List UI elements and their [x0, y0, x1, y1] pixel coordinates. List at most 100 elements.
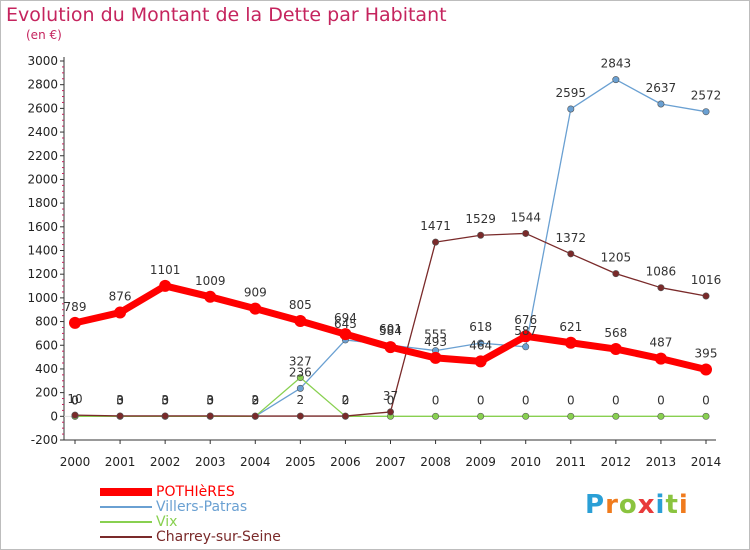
- y-tick-label: 800: [35, 315, 58, 329]
- data-point: [654, 352, 667, 365]
- y-tick-label: 2600: [27, 101, 58, 115]
- y-tick-label: 2200: [27, 149, 58, 163]
- x-tick-label: 2002: [150, 455, 181, 469]
- legend-label-villers-patras: Villers-Patras: [156, 498, 248, 515]
- x-tick-label: 2004: [240, 455, 271, 469]
- data-label: 789: [64, 300, 87, 314]
- data-label: 0: [432, 393, 440, 407]
- legend-label-pothieres: POTHIèRES: [156, 483, 235, 500]
- data-point: [657, 284, 665, 292]
- data-label: 587: [514, 324, 537, 338]
- y-tick-label: 1800: [27, 196, 58, 210]
- y-tick-label: 1000: [27, 291, 58, 305]
- y-tick-label: 400: [35, 362, 58, 376]
- legend-item-charrey-sur-seine[interactable]: Charrey-sur-Seine: [100, 529, 281, 545]
- data-label: 1544: [510, 210, 541, 224]
- data-point: [296, 384, 304, 392]
- data-label: 0: [702, 393, 710, 407]
- data-label: 1471: [420, 219, 451, 233]
- data-label: 2595: [556, 86, 587, 100]
- data-point: [161, 412, 169, 420]
- data-label: 0: [116, 393, 124, 407]
- data-label: 805: [289, 298, 312, 312]
- data-point: [477, 231, 485, 239]
- data-label: 909: [244, 286, 267, 300]
- data-label: 0: [657, 393, 665, 407]
- data-label: 568: [604, 326, 627, 340]
- logo-letter: r: [605, 490, 619, 520]
- y-tick-label: 3000: [27, 54, 58, 68]
- legend: POTHIèRES Villers-Patras Vix Charrey-sur…: [100, 483, 281, 545]
- data-point: [341, 412, 349, 420]
- x-tick-label: 2007: [375, 455, 406, 469]
- y-tick-label: -200: [31, 433, 58, 447]
- data-label: 676: [514, 313, 537, 327]
- logo-letter: i: [678, 490, 689, 520]
- legend-swatch-charrey-sur-seine: [100, 535, 152, 538]
- y-tick-label: 2800: [27, 78, 58, 92]
- y-tick-label: 1600: [27, 220, 58, 234]
- data-point: [251, 412, 259, 420]
- data-point: [702, 292, 710, 300]
- data-label: 2: [251, 393, 259, 407]
- data-label: 555: [424, 328, 447, 342]
- data-point: [114, 306, 127, 319]
- data-label: 601: [379, 322, 402, 336]
- x-tick-label: 2012: [601, 455, 632, 469]
- data-label: 3: [161, 393, 169, 407]
- data-point: [432, 238, 440, 246]
- data-point: [702, 108, 710, 116]
- data-label: 1101: [150, 263, 181, 277]
- data-label: 621: [559, 320, 582, 334]
- data-point: [700, 363, 712, 376]
- data-point: [567, 250, 575, 258]
- data-point: [474, 355, 487, 368]
- data-label: 464: [469, 338, 492, 352]
- data-point: [522, 229, 530, 237]
- data-label: 3: [206, 393, 214, 407]
- data-label: 0: [251, 393, 259, 407]
- data-label: 0: [342, 393, 350, 407]
- data-label: 0: [206, 393, 214, 407]
- legend-item-vix[interactable]: Vix: [100, 514, 281, 530]
- data-label: 3: [116, 393, 124, 407]
- y-tick-label: 1400: [27, 244, 58, 258]
- data-point: [657, 412, 665, 420]
- data-point: [204, 290, 217, 303]
- data-label: 1009: [195, 274, 226, 288]
- x-tick-label: 2000: [60, 455, 91, 469]
- data-label: 487: [649, 336, 672, 350]
- legend-swatch-vix: [100, 520, 152, 523]
- data-point: [296, 412, 304, 420]
- data-point: [702, 412, 710, 420]
- y-tick-label: 2000: [27, 172, 58, 186]
- data-point: [294, 314, 307, 327]
- logo-letter: x: [637, 490, 656, 520]
- data-point: [429, 351, 442, 364]
- proxiti-logo: Proxiti: [585, 490, 689, 520]
- legend-item-pothieres[interactable]: POTHIèRES: [100, 483, 281, 500]
- data-point: [71, 411, 79, 419]
- data-label: 10: [67, 392, 82, 406]
- legend-item-villers-patras[interactable]: Villers-Patras: [100, 498, 281, 515]
- x-tick-label: 2005: [285, 455, 316, 469]
- data-point: [564, 336, 577, 349]
- x-tick-label: 2006: [330, 455, 361, 469]
- x-tick-label: 2003: [195, 455, 226, 469]
- logo-letter: P: [585, 490, 606, 520]
- chart-subtitle: (en €): [26, 28, 62, 42]
- data-label: 694: [334, 311, 357, 325]
- x-tick-label: 2009: [465, 455, 496, 469]
- data-label: 1529: [465, 212, 496, 226]
- data-label: 236: [289, 365, 312, 379]
- data-label: 2637: [646, 81, 677, 95]
- data-point: [519, 330, 532, 343]
- x-tick-label: 2010: [510, 455, 541, 469]
- data-label: 1372: [556, 231, 587, 245]
- x-tick-label: 2011: [556, 455, 587, 469]
- y-tick-label: 2400: [27, 125, 58, 139]
- data-label: 3: [161, 393, 169, 407]
- logo-letter: i: [655, 490, 666, 520]
- logo-letter: t: [665, 490, 679, 520]
- chart-title: Evolution du Montant de la Dette par Hab…: [6, 4, 447, 26]
